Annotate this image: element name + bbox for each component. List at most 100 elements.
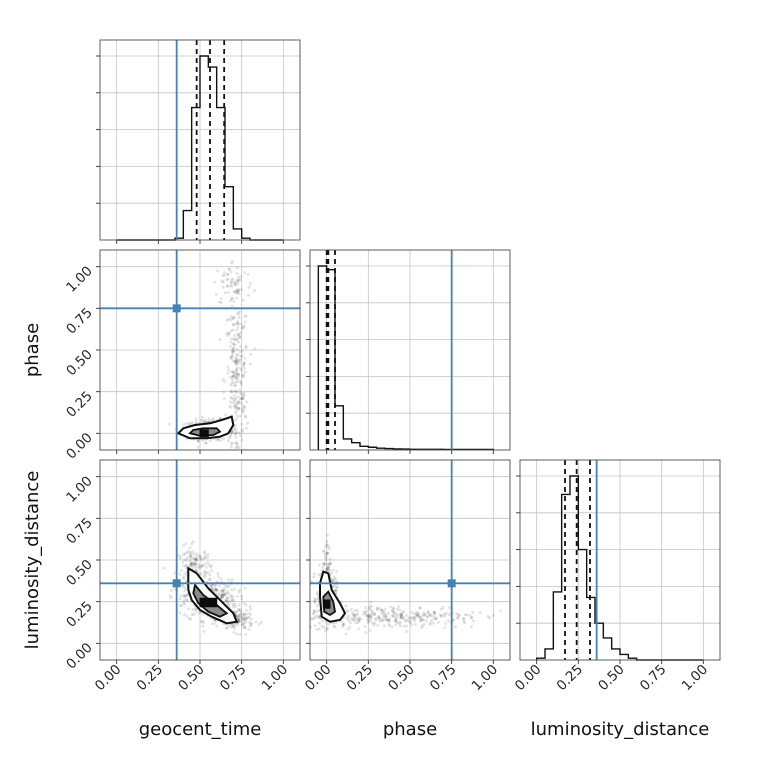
sample-point — [222, 593, 226, 597]
sample-point — [213, 584, 217, 588]
sample-point — [226, 291, 230, 295]
sample-point — [213, 618, 217, 622]
sample-point — [216, 438, 220, 442]
sample-point — [238, 414, 242, 418]
sample-point — [243, 414, 247, 418]
sample-point — [420, 624, 424, 628]
sample-point — [241, 404, 245, 408]
sample-point — [229, 270, 233, 274]
sample-point — [234, 389, 238, 393]
sample-point — [408, 620, 412, 624]
sample-point — [188, 554, 192, 558]
sample-point — [352, 617, 356, 621]
sample-point — [184, 593, 188, 597]
sample-point — [425, 615, 429, 619]
sample-point — [234, 376, 238, 380]
sample-point — [248, 281, 252, 285]
sample-point — [229, 375, 233, 379]
sample-point — [194, 558, 198, 562]
sample-point — [419, 618, 423, 622]
sample-point — [236, 372, 240, 376]
sample-point — [418, 615, 422, 619]
sample-point — [235, 362, 239, 366]
sample-point — [243, 320, 247, 324]
sample-point — [169, 588, 173, 592]
sample-point — [236, 289, 240, 293]
sample-point — [236, 312, 240, 316]
sample-point — [223, 291, 227, 295]
sample-point — [434, 617, 438, 621]
sample-point — [234, 427, 238, 431]
sample-point — [242, 375, 246, 379]
y-axis-label-phase: phase — [22, 323, 43, 377]
sample-point — [235, 610, 239, 614]
sample-point — [230, 441, 234, 445]
sample-point — [232, 315, 236, 319]
sample-point — [323, 629, 327, 633]
sample-point — [326, 551, 330, 555]
sample-point — [226, 439, 230, 443]
sample-point — [236, 377, 240, 381]
sample-point — [242, 361, 246, 365]
sample-point — [394, 617, 398, 621]
sample-point — [369, 613, 373, 617]
sample-point — [405, 630, 409, 634]
sample-point — [349, 617, 353, 621]
sample-point — [432, 611, 436, 615]
sample-point — [448, 606, 452, 610]
sample-point — [469, 616, 473, 620]
sample-point — [246, 616, 250, 620]
sample-point — [364, 614, 368, 618]
sample-point — [229, 433, 233, 437]
sample-point — [236, 291, 240, 295]
sample-point — [234, 430, 238, 434]
sample-point — [239, 381, 243, 385]
sample-point — [301, 612, 304, 615]
sample-point — [321, 549, 325, 553]
sample-point — [244, 415, 248, 419]
sample-point — [353, 615, 357, 619]
sample-point — [236, 352, 240, 356]
sample-point — [341, 623, 345, 627]
sample-point — [234, 446, 238, 450]
sample-point — [230, 352, 234, 356]
sample-point — [230, 401, 234, 405]
sample-point — [241, 298, 245, 302]
sample-point — [312, 575, 316, 579]
sample-point — [418, 619, 422, 623]
sample-point — [344, 604, 348, 608]
sample-point — [220, 594, 224, 598]
sample-point — [219, 438, 223, 442]
sample-point — [234, 455, 237, 458]
y-tick-label: 1.00 — [63, 263, 96, 296]
sample-point — [387, 617, 391, 621]
sample-point — [226, 590, 230, 594]
sample-point — [239, 380, 243, 384]
sample-point — [452, 618, 456, 622]
sample-point — [386, 611, 390, 615]
sample-point — [200, 418, 204, 422]
sample-point — [367, 613, 371, 617]
sample-point — [327, 566, 331, 570]
sample-point — [435, 616, 439, 620]
sample-point — [402, 610, 406, 614]
sample-point — [219, 577, 223, 581]
sample-point — [234, 404, 238, 408]
sample-point — [327, 565, 331, 569]
sample-point — [400, 611, 404, 615]
sample-point — [229, 340, 233, 344]
sample-point — [234, 435, 238, 439]
sample-point — [235, 375, 239, 379]
sample-point — [184, 542, 188, 546]
sample-point — [194, 610, 198, 614]
sample-point — [201, 564, 205, 568]
sample-point — [231, 599, 235, 603]
sample-point — [241, 613, 245, 617]
sample-point — [183, 588, 187, 592]
sample-point — [197, 439, 201, 443]
sample-point — [227, 471, 230, 474]
sample-point — [219, 596, 223, 600]
sample-point — [247, 285, 251, 289]
sample-point — [178, 611, 182, 615]
sample-point — [211, 416, 215, 420]
